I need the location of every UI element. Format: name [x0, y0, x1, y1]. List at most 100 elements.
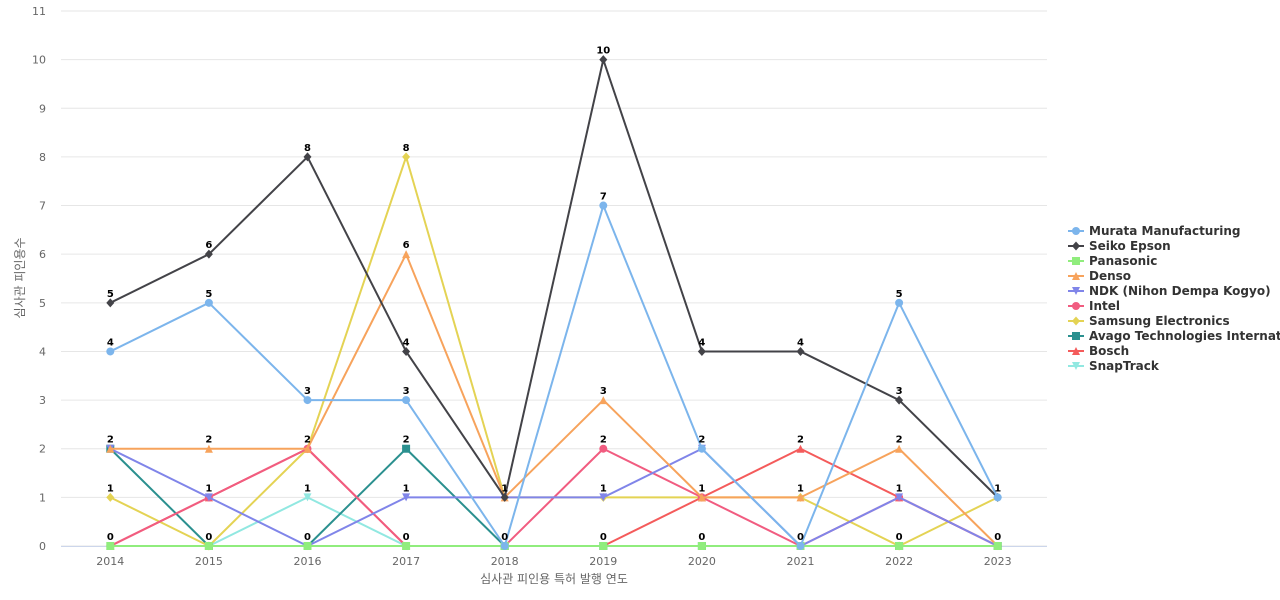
x-tick-label: 2014 — [96, 555, 124, 568]
data-label: 4 — [403, 337, 410, 348]
legend-item-seiko-epson[interactable]: Seiko Epson — [1068, 239, 1171, 253]
data-point[interactable] — [895, 542, 904, 550]
data-point[interactable] — [599, 493, 608, 502]
data-point[interactable] — [599, 396, 608, 405]
data-label: 8 — [304, 143, 311, 154]
data-label: 6 — [403, 240, 410, 251]
legend-item-samsung-electronics[interactable]: Samsung Electronics — [1068, 314, 1230, 328]
data-point[interactable] — [303, 396, 312, 405]
data-point[interactable] — [895, 493, 904, 502]
legend-symbol[interactable] — [1072, 362, 1080, 370]
data-point[interactable] — [402, 396, 411, 405]
data-point[interactable] — [697, 493, 706, 502]
data-label: 0 — [896, 532, 903, 543]
data-point[interactable] — [599, 444, 608, 453]
data-point[interactable] — [796, 346, 805, 356]
data-point[interactable] — [204, 298, 213, 307]
data-point[interactable] — [204, 249, 213, 259]
legend-item-ndk-nihon-dempa-kogyo[interactable]: NDK (Nihon Dempa Kogyo) — [1068, 284, 1271, 298]
data-point[interactable] — [106, 347, 115, 356]
data-label: 2 — [896, 435, 903, 446]
data-label: 2 — [403, 435, 410, 446]
data-point[interactable] — [599, 542, 608, 550]
y-tick-label: 1 — [39, 491, 46, 504]
series-line-snaptrack[interactable] — [110, 496, 998, 547]
legend-item-murata-manufacturing[interactable]: Murata Manufacturing — [1068, 224, 1241, 238]
data-label: 5 — [205, 289, 212, 300]
data-point[interactable] — [796, 542, 805, 550]
data-point[interactable] — [204, 444, 213, 453]
data-label: 1 — [896, 483, 903, 494]
y-tick-label: 6 — [39, 248, 46, 261]
legend-symbol[interactable] — [1072, 241, 1080, 251]
data-label: 3 — [600, 386, 607, 397]
data-point[interactable] — [895, 444, 904, 453]
data-point[interactable] — [402, 444, 411, 453]
series-line-ndk-nihon-dempa-kogyo[interactable] — [109, 447, 999, 547]
data-point[interactable] — [402, 250, 411, 259]
legend-label: NDK (Nihon Dempa Kogyo) — [1089, 284, 1271, 298]
data-point[interactable] — [402, 542, 411, 550]
data-label: 2 — [698, 435, 705, 446]
legend-item-panasonic[interactable]: Panasonic — [1068, 254, 1157, 268]
y-tick-label: 5 — [39, 297, 46, 310]
data-label: 2 — [107, 435, 114, 446]
data-point[interactable] — [993, 542, 1002, 550]
data-point[interactable] — [500, 492, 509, 502]
data-point[interactable] — [500, 542, 509, 550]
data-point[interactable] — [106, 298, 115, 308]
data-point[interactable] — [204, 493, 213, 502]
data-label: 3 — [304, 386, 311, 397]
data-point[interactable] — [796, 444, 805, 453]
data-point[interactable] — [599, 201, 608, 210]
data-point[interactable] — [303, 542, 312, 550]
data-point[interactable] — [402, 152, 411, 162]
data-point[interactable] — [796, 493, 805, 502]
legend-label: Murata Manufacturing — [1089, 224, 1241, 238]
legend-symbol[interactable] — [1072, 257, 1080, 265]
data-label: 0 — [501, 532, 508, 543]
data-point[interactable] — [106, 444, 115, 453]
data-point[interactable] — [402, 346, 411, 356]
y-tick-label: 11 — [32, 5, 46, 18]
y-tick-label: 3 — [39, 394, 46, 407]
series-line-seiko-epson[interactable] — [109, 58, 999, 499]
data-label: 0 — [994, 532, 1001, 543]
legend-item-denso[interactable]: Denso — [1068, 269, 1131, 283]
legend-item-bosch[interactable]: Bosch — [1068, 344, 1129, 358]
legend-symbol[interactable] — [1072, 316, 1080, 326]
legend-item-avago-technologies-internat[interactable]: Avago Technologies Internat... — [1068, 329, 1280, 343]
data-label: 1 — [698, 483, 705, 494]
series-line-denso[interactable] — [110, 253, 999, 547]
data-label: 1 — [205, 483, 212, 494]
legend-label: Intel — [1089, 299, 1120, 313]
data-point[interactable] — [106, 492, 115, 502]
data-point[interactable] — [697, 444, 706, 453]
legend-symbol[interactable] — [1072, 332, 1080, 340]
legend-symbol[interactable] — [1072, 347, 1080, 355]
data-point[interactable] — [402, 493, 411, 502]
legend-item-intel[interactable]: Intel — [1068, 299, 1120, 313]
legend-label: SnapTrack — [1089, 359, 1160, 373]
data-point[interactable] — [303, 444, 312, 453]
data-label: 2 — [797, 435, 804, 446]
y-tick-label: 4 — [39, 345, 46, 358]
legend-symbol[interactable] — [1072, 272, 1080, 280]
data-point[interactable] — [895, 395, 904, 405]
data-point[interactable] — [303, 152, 312, 162]
data-point[interactable] — [204, 542, 213, 550]
x-tick-label: 2016 — [294, 555, 322, 568]
data-point[interactable] — [993, 493, 1002, 502]
legend-symbol[interactable] — [1072, 302, 1080, 310]
legend-symbol[interactable] — [1072, 287, 1080, 295]
legend-item-snaptrack[interactable]: SnapTrack — [1068, 359, 1160, 373]
legend-label: Bosch — [1089, 344, 1129, 358]
data-point[interactable] — [599, 55, 608, 65]
data-point[interactable] — [895, 298, 904, 307]
data-point[interactable] — [697, 542, 706, 550]
data-point[interactable] — [106, 542, 115, 550]
legend-symbol[interactable] — [1072, 227, 1080, 235]
data-point[interactable] — [697, 346, 706, 356]
data-point[interactable] — [303, 493, 312, 502]
series-line-murata-manufacturing[interactable] — [109, 204, 999, 547]
